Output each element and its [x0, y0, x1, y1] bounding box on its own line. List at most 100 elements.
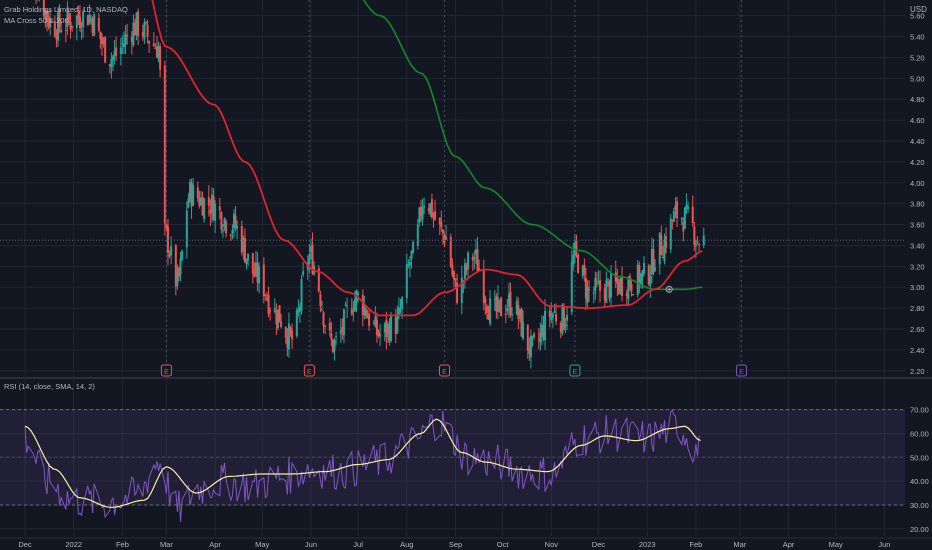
candle-body[interactable]: [412, 242, 415, 254]
candle-body[interactable]: [240, 226, 243, 253]
candle-body[interactable]: [269, 310, 272, 312]
candle-body[interactable]: [487, 314, 490, 320]
price-axis[interactable]: 5.60 5.40 5.20 5.00 4.80 4.60 4.40 4.20 4.00 3.80…: [910, 12, 925, 376]
candle-body[interactable]: [143, 22, 146, 39]
candle-body[interactable]: [165, 224, 168, 229]
candle-body[interactable]: [309, 247, 312, 253]
candle-body[interactable]: [628, 275, 631, 288]
candle-body[interactable]: [507, 294, 510, 307]
candle-body[interactable]: [308, 254, 311, 265]
candle-body[interactable]: [146, 24, 149, 38]
candle-body[interactable]: [353, 299, 356, 311]
candle-body[interactable]: [232, 213, 235, 229]
candle-body[interactable]: [174, 245, 177, 287]
candle-body[interactable]: [166, 226, 169, 254]
rsi-axis[interactable]: 70.00 60.00 50.00 40.00 30.00 20.00: [910, 406, 929, 534]
candle-body[interactable]: [199, 197, 202, 205]
study-legend[interactable]: MA Cross 50 & 200: [4, 16, 69, 25]
candle-body[interactable]: [614, 272, 617, 282]
candle-body[interactable]: [671, 220, 674, 222]
candle-body[interactable]: [201, 197, 204, 216]
candle-body[interactable]: [515, 300, 518, 315]
candle-body[interactable]: [652, 249, 655, 273]
candle-body[interactable]: [346, 305, 349, 307]
candle-body[interactable]: [500, 297, 503, 317]
candle-body[interactable]: [375, 319, 378, 335]
candle-body[interactable]: [335, 336, 338, 338]
candle-body[interactable]: [55, 37, 58, 40]
candle-body[interactable]: [388, 325, 391, 342]
candle-body[interactable]: [221, 230, 224, 232]
candle-body[interactable]: [247, 253, 250, 261]
candle-body[interactable]: [566, 314, 569, 321]
candle-body[interactable]: [608, 280, 611, 299]
candle-body[interactable]: [49, 18, 52, 28]
candle-body[interactable]: [265, 298, 268, 300]
candle-body[interactable]: [702, 235, 705, 246]
candle-body[interactable]: [397, 307, 400, 315]
candle-body[interactable]: [663, 239, 666, 262]
candle-body[interactable]: [302, 271, 305, 275]
candle-body[interactable]: [97, 17, 100, 31]
candle-body[interactable]: [317, 268, 320, 292]
candle-body[interactable]: [691, 206, 694, 223]
candle-body[interactable]: [278, 305, 281, 323]
candle-body[interactable]: [198, 198, 201, 206]
candle-body[interactable]: [682, 222, 685, 232]
candle-body[interactable]: [575, 240, 578, 252]
candle-body[interactable]: [350, 308, 353, 315]
candle-body[interactable]: [159, 45, 162, 70]
candle-body[interactable]: [341, 327, 344, 332]
candle-body[interactable]: [207, 197, 210, 206]
candle-body[interactable]: [225, 221, 228, 234]
candle-body[interactable]: [638, 265, 641, 286]
candle-body[interactable]: [328, 322, 331, 331]
candle-body[interactable]: [44, 9, 47, 18]
candle-body[interactable]: [122, 43, 125, 47]
candle-body[interactable]: [485, 305, 488, 313]
candle-body[interactable]: [93, 14, 96, 36]
candle-body[interactable]: [693, 226, 696, 245]
candle-body[interactable]: [432, 215, 435, 217]
candle-body[interactable]: [478, 267, 481, 271]
candle-body[interactable]: [495, 296, 498, 312]
candle-body[interactable]: [284, 327, 287, 338]
earnings-marker-box[interactable]: [735, 364, 747, 377]
candle-body[interactable]: [91, 19, 94, 33]
candle-body[interactable]: [619, 278, 622, 292]
candle-body[interactable]: [394, 317, 397, 335]
candle-body[interactable]: [363, 305, 366, 316]
candle-body[interactable]: [561, 304, 564, 334]
candle-body[interactable]: [687, 206, 690, 210]
candle-body[interactable]: [605, 280, 608, 303]
candle-body[interactable]: [559, 322, 562, 332]
candle-body[interactable]: [111, 56, 114, 60]
candle-body[interactable]: [374, 316, 377, 327]
candle-body[interactable]: [517, 304, 520, 319]
candle-body[interactable]: [66, 10, 69, 28]
candle-body[interactable]: [526, 324, 529, 351]
candle-body[interactable]: [368, 313, 371, 326]
candle-body[interactable]: [698, 244, 701, 246]
candle-body[interactable]: [625, 293, 628, 297]
candle-body[interactable]: [243, 237, 246, 263]
earnings-marker-box[interactable]: [303, 364, 315, 377]
candle-body[interactable]: [650, 248, 653, 275]
candle-body[interactable]: [71, 25, 74, 28]
candle-body[interactable]: [489, 298, 492, 324]
candle-body[interactable]: [126, 34, 129, 36]
candle-body[interactable]: [245, 258, 248, 265]
candle-body[interactable]: [639, 274, 642, 284]
candle-body[interactable]: [522, 322, 525, 339]
candle-body[interactable]: [482, 269, 485, 303]
candle-body[interactable]: [154, 48, 157, 50]
candle-body[interactable]: [606, 278, 609, 280]
candle-body[interactable]: [102, 40, 105, 43]
candle-body[interactable]: [45, 11, 48, 20]
candle-body[interactable]: [467, 252, 470, 270]
candle-body[interactable]: [430, 199, 433, 218]
candle-body[interactable]: [416, 224, 419, 246]
candle-body[interactable]: [471, 256, 474, 261]
candle-body[interactable]: [342, 309, 345, 336]
candle-body[interactable]: [429, 203, 432, 215]
